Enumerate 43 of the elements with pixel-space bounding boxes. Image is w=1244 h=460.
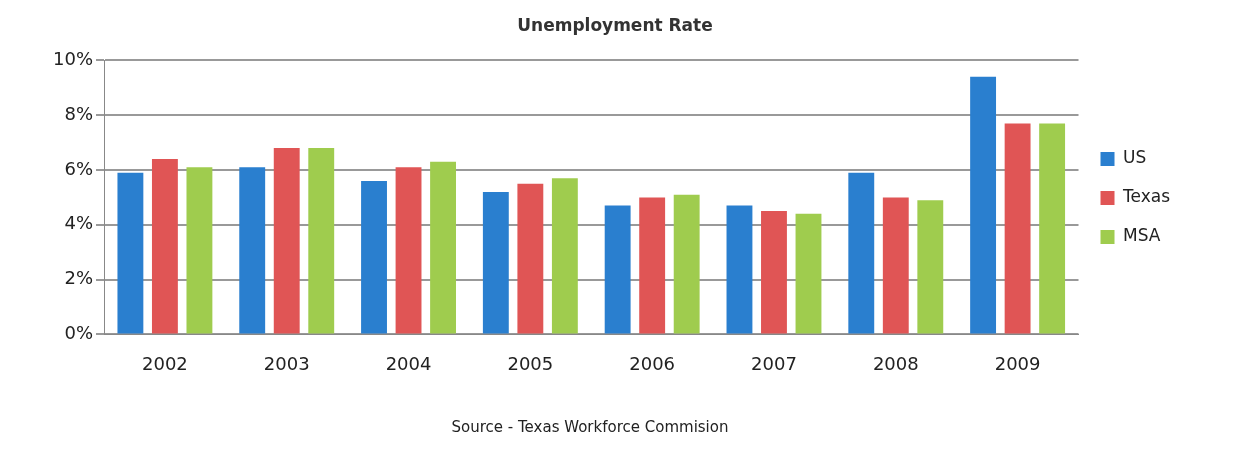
bar bbox=[795, 213, 822, 334]
bar bbox=[639, 197, 666, 334]
x-tick-label: 2006 bbox=[629, 352, 676, 374]
y-tick-label: 8% bbox=[64, 102, 94, 124]
y-tick-label: 2% bbox=[64, 267, 94, 289]
bar bbox=[882, 197, 909, 334]
legend-label: US bbox=[1123, 147, 1147, 168]
x-tick-label: 2004 bbox=[385, 352, 432, 374]
y-tick-label: 4% bbox=[64, 212, 94, 234]
bar bbox=[482, 191, 509, 334]
source-note: Source - Texas Workforce Commision bbox=[450, 418, 730, 436]
y-tick-label: 0% bbox=[64, 322, 94, 344]
bar bbox=[1004, 123, 1031, 334]
bar bbox=[1039, 123, 1066, 334]
bar bbox=[604, 205, 631, 334]
bar bbox=[361, 180, 387, 334]
bar bbox=[186, 167, 213, 334]
x-tick-label: 2003 bbox=[263, 352, 310, 374]
y-tick-label: 6% bbox=[64, 157, 94, 179]
bar bbox=[239, 167, 266, 334]
legend-label: Texas bbox=[1122, 186, 1171, 207]
x-tick-label: 2007 bbox=[751, 352, 797, 374]
bar bbox=[308, 148, 335, 334]
bar bbox=[430, 161, 456, 334]
legend-label: MSA bbox=[1123, 225, 1161, 246]
x-tick-label: 2002 bbox=[142, 352, 188, 374]
bar bbox=[117, 172, 144, 334]
bar bbox=[517, 183, 544, 334]
x-tick-label: 2008 bbox=[872, 352, 919, 374]
y-tick-label: 10% bbox=[52, 48, 94, 70]
bar bbox=[917, 200, 944, 334]
bar bbox=[395, 167, 422, 334]
bar bbox=[551, 178, 578, 334]
bar bbox=[726, 205, 753, 334]
bar bbox=[273, 148, 300, 334]
chart-title: Unemployment Rate bbox=[517, 14, 713, 35]
x-tick-label: 2009 bbox=[994, 352, 1041, 374]
bar bbox=[151, 159, 178, 334]
bar bbox=[761, 211, 787, 334]
bar bbox=[673, 194, 700, 334]
bar bbox=[970, 76, 997, 334]
bar bbox=[848, 172, 875, 334]
x-tick-label: 2005 bbox=[507, 352, 554, 374]
